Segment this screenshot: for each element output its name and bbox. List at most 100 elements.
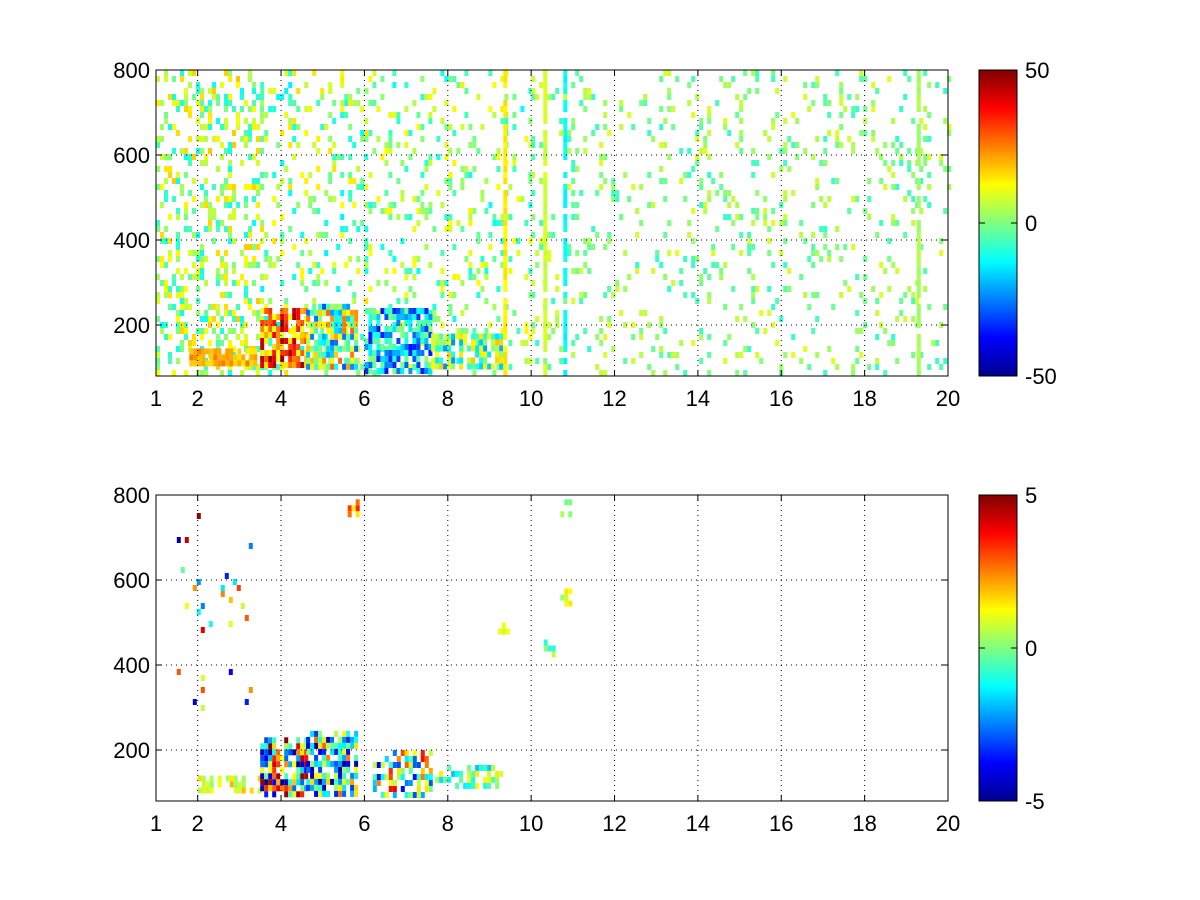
heatmap-cell — [280, 767, 285, 774]
heatmap-cell — [420, 774, 425, 780]
heatmap-cell — [567, 136, 572, 142]
heatmap-cell — [292, 244, 297, 250]
heatmap-cell — [476, 232, 481, 238]
heatmap-cell — [835, 364, 840, 370]
heatmap-cell — [280, 755, 285, 762]
heatmap-cell — [229, 360, 234, 367]
heatmap-cell — [727, 334, 732, 340]
heatmap-cell — [310, 760, 315, 767]
heatmap-cell — [245, 348, 250, 355]
heatmap-cell — [751, 286, 756, 292]
heatmap-cell — [288, 184, 293, 190]
heatmap-cell — [212, 208, 216, 214]
heatmap-cell — [404, 308, 409, 314]
heatmap-cell — [340, 70, 345, 76]
heatmap-cell — [232, 238, 236, 244]
heatmap-cell — [707, 106, 712, 112]
heatmap-cell — [368, 362, 373, 368]
heatmap-cell — [739, 232, 744, 238]
heatmap-column-cell — [916, 202, 921, 208]
x-tick-label: 12 — [602, 811, 626, 836]
heatmap-cell — [468, 268, 473, 274]
heatmap-cell — [528, 118, 533, 124]
heatmap-column-cell — [916, 292, 921, 298]
heatmap-cell — [304, 755, 309, 762]
heatmap-cell — [416, 208, 421, 214]
heatmap-cell — [516, 250, 521, 256]
heatmap-cell — [368, 320, 373, 326]
heatmap-cell — [723, 358, 728, 364]
heatmap-column-cell — [503, 112, 508, 118]
heatmap-cell — [851, 196, 856, 202]
heatmap-column-cell — [563, 190, 568, 196]
heatmap-cell — [248, 226, 252, 232]
heatmap-cell — [326, 345, 331, 352]
heatmap-cell — [452, 76, 457, 82]
heatmap-cell — [304, 304, 309, 310]
heatmap-column-cell — [563, 280, 568, 286]
heatmap-cell — [248, 136, 252, 142]
heatmap-cell — [919, 148, 924, 154]
colorbar-top: 500-50 — [978, 58, 1057, 389]
heatmap-cell — [783, 160, 788, 166]
heatmap-cell — [444, 154, 449, 160]
heatmap-cell — [276, 142, 281, 148]
heatmap-cell — [352, 298, 357, 304]
heatmap-cell — [907, 190, 912, 196]
heatmap-cell — [200, 112, 204, 118]
heatmap-cell — [324, 280, 329, 286]
heatmap-cell — [172, 178, 176, 184]
heatmap-cell — [334, 730, 339, 737]
heatmap-cell — [475, 770, 480, 777]
heatmap-cell — [232, 262, 236, 268]
heatmap-cell — [236, 304, 240, 310]
heatmap-cell — [372, 70, 377, 76]
heatmap-cell — [803, 346, 808, 352]
heatmap-cell — [184, 172, 188, 178]
heatmap-cell — [212, 82, 216, 88]
heatmap-cell — [310, 309, 315, 316]
heatmap-cell — [451, 357, 456, 364]
heatmap-cell — [416, 256, 421, 262]
heatmap-cell — [424, 362, 429, 368]
heatmap-cell — [208, 208, 212, 214]
heatmap-cell — [448, 124, 453, 130]
heatmap-cell — [703, 208, 708, 214]
heatmap-cell — [803, 238, 808, 244]
heatmap-cell — [284, 761, 289, 768]
heatmap-cell — [208, 106, 212, 112]
heatmap-cell — [751, 298, 756, 304]
heatmap-cell — [208, 304, 212, 310]
heatmap-cell — [472, 274, 477, 280]
heatmap-cell — [318, 766, 323, 773]
heatmap-cell — [947, 184, 952, 190]
heatmap-cell — [244, 214, 248, 220]
heatmap-cell — [347, 505, 352, 512]
heatmap-cell — [579, 292, 584, 298]
heatmap-cell — [508, 184, 513, 190]
heatmap-cell — [308, 196, 313, 202]
heatmap-cell — [292, 136, 297, 142]
colorbar-tick-label: 0 — [1025, 211, 1037, 236]
heatmap-cell — [288, 226, 293, 232]
heatmap-cell — [364, 238, 369, 244]
heatmap-cell — [352, 100, 357, 106]
heatmap-cell — [691, 112, 696, 118]
heatmap-cell — [324, 124, 329, 130]
heatmap-cell — [439, 770, 444, 777]
heatmap-cell — [699, 124, 704, 130]
heatmap-cell — [272, 362, 277, 368]
heatmap-cell — [326, 760, 331, 767]
heatmap-cell — [464, 304, 469, 310]
heatmap-cell — [891, 262, 896, 268]
heatmap-cell — [388, 338, 393, 344]
heatmap-cell — [939, 154, 944, 160]
heatmap-cell — [208, 214, 212, 220]
heatmap-cell — [420, 320, 425, 326]
heatmap-cell — [919, 166, 924, 172]
heatmap-cell — [431, 339, 436, 346]
heatmap-cell — [408, 286, 413, 292]
heatmap-column-cell — [916, 256, 921, 262]
heatmap-cell — [376, 780, 381, 786]
heatmap-cell — [160, 262, 164, 268]
